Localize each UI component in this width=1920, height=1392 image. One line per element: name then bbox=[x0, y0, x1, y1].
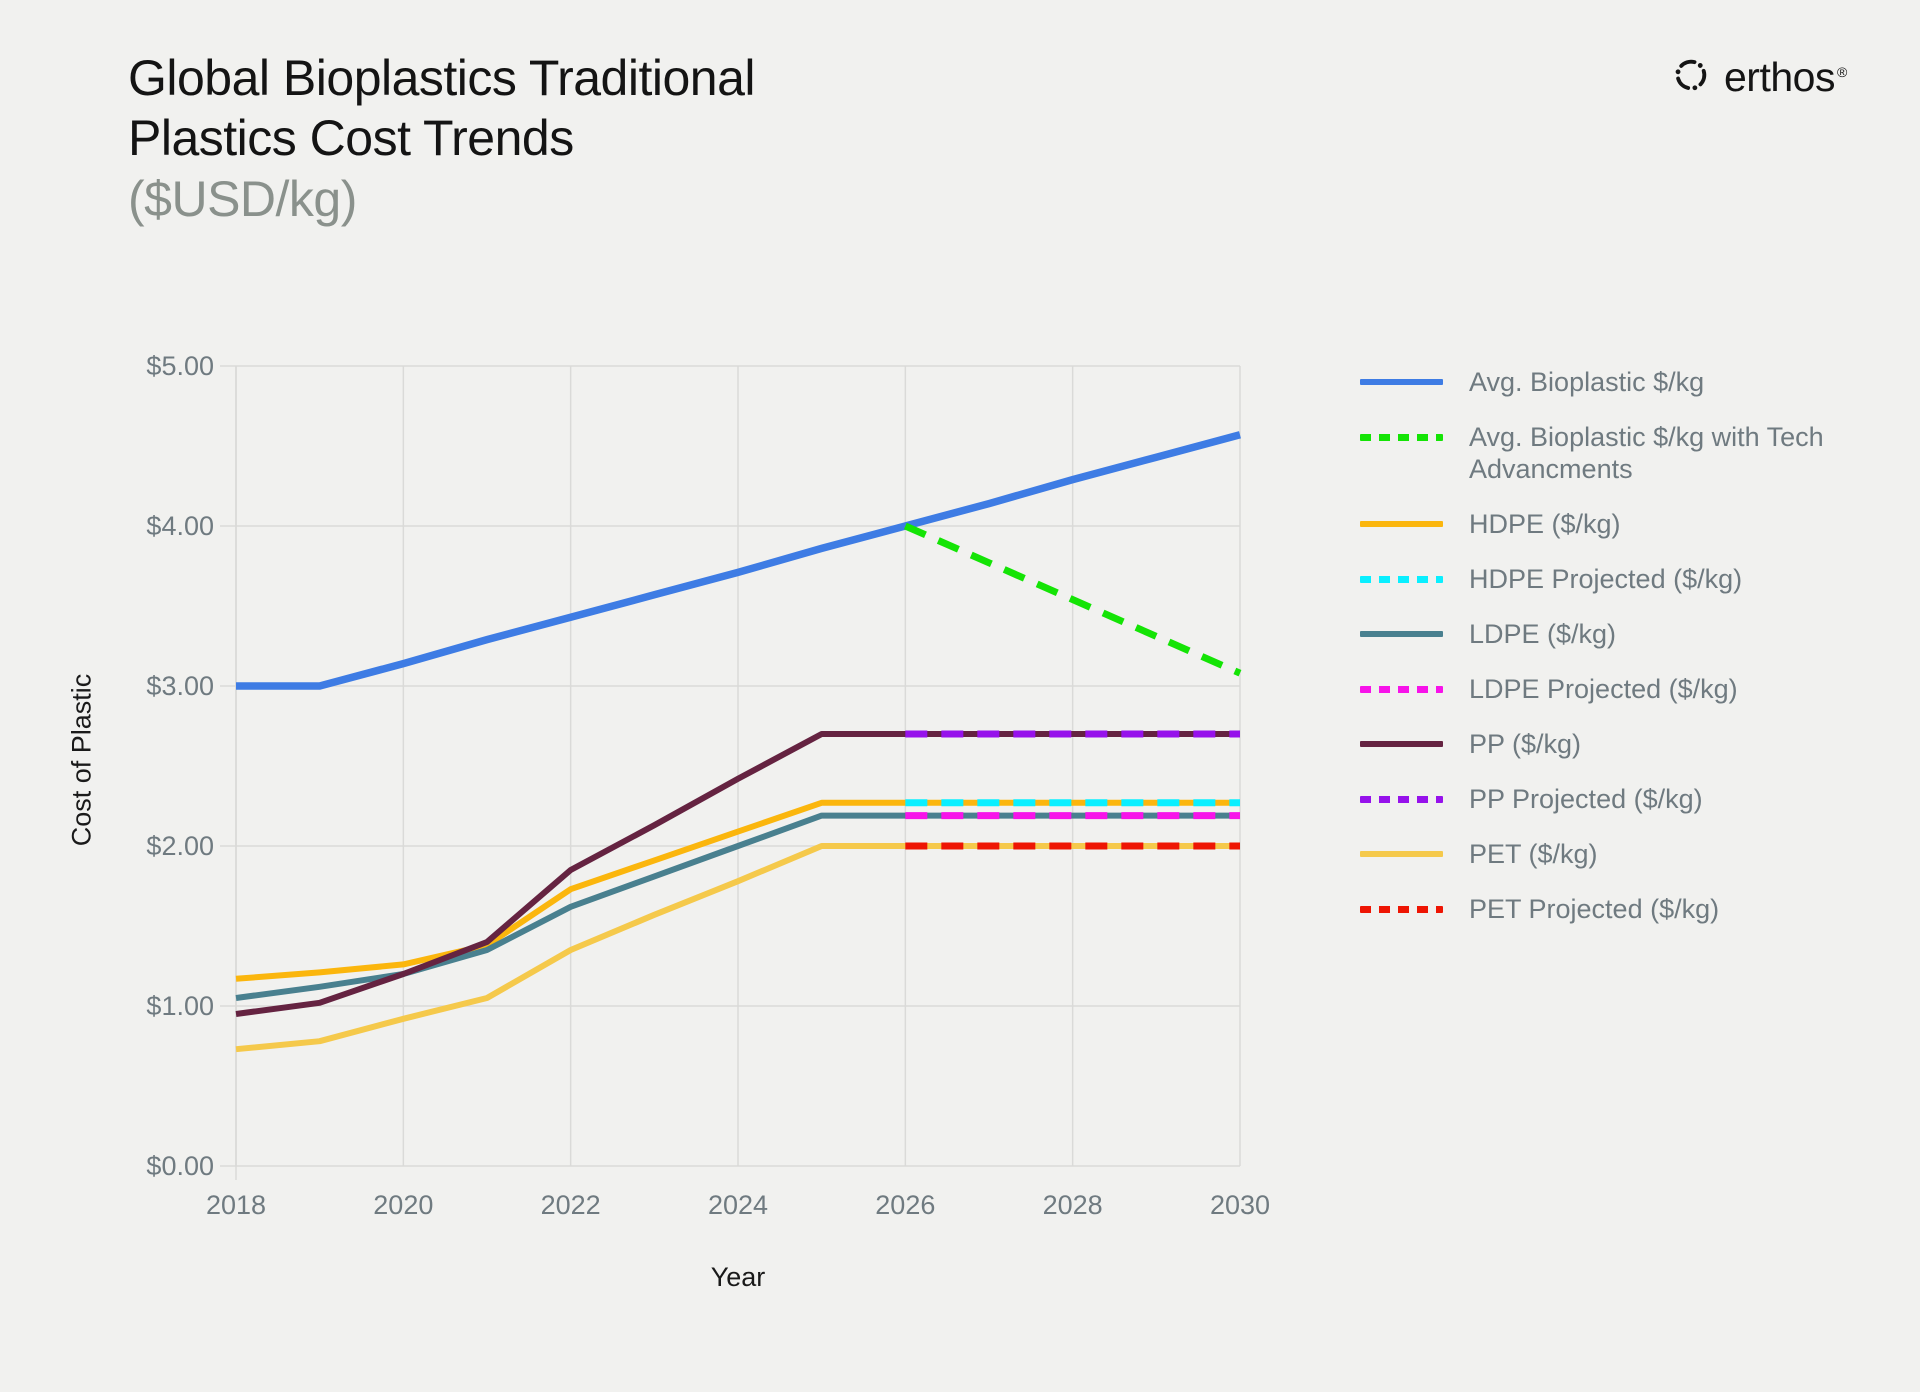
legend-item-pp: PP ($/kg) bbox=[1360, 728, 1879, 760]
brand-name: erthos ® bbox=[1724, 54, 1847, 100]
legend-item-hdpe-projected: HDPE Projected ($/kg) bbox=[1360, 563, 1879, 595]
legend-label: HDPE Projected ($/kg) bbox=[1469, 564, 1743, 594]
legend-label: PET Projected ($/kg) bbox=[1469, 894, 1720, 924]
registered-trademark-symbol: ® bbox=[1836, 64, 1847, 80]
legend-swatch-pp-projected bbox=[1360, 795, 1443, 803]
legend-item-hdpe: HDPE ($/kg) bbox=[1360, 508, 1879, 540]
svg-text:2020: 2020 bbox=[373, 1190, 433, 1220]
legend-swatch-ldpe bbox=[1360, 631, 1443, 637]
legend-label: Avg. Bioplastic $/kg with Tech Advancmen… bbox=[1469, 422, 1824, 484]
svg-text:$1.00: $1.00 bbox=[146, 991, 214, 1021]
legend-item-ldpe-projected: LDPE Projected ($/kg) bbox=[1360, 673, 1879, 705]
svg-text:2026: 2026 bbox=[875, 1190, 935, 1220]
legend-swatch-pet bbox=[1360, 851, 1443, 857]
erthos-logo-icon bbox=[1675, 59, 1707, 90]
svg-text:2018: 2018 bbox=[206, 1190, 266, 1220]
legend-label: LDPE ($/kg) bbox=[1469, 619, 1617, 649]
page-title: Global Bioplastics Traditional Plastics … bbox=[128, 48, 756, 230]
legend-swatch-ldpe-projected bbox=[1360, 685, 1443, 693]
legend-item-pet-projected: PET Projected ($/kg) bbox=[1360, 893, 1879, 925]
legend-item-ldpe: LDPE ($/kg) bbox=[1360, 618, 1879, 650]
legend-item-avg-bioplastic-tech: Avg. Bioplastic $/kg with Tech Advancmen… bbox=[1360, 421, 1879, 485]
title-subtitle: ($USD/kg) bbox=[128, 171, 357, 227]
legend-label: Avg. Bioplastic $/kg bbox=[1469, 367, 1705, 397]
x-axis-title: Year bbox=[710, 1262, 766, 1292]
legend-item-pp-projected: PP Projected ($/kg) bbox=[1360, 783, 1879, 815]
legend-swatch-avg-bioplastic-tech bbox=[1360, 433, 1443, 441]
legend-item-avg-bioplastic: Avg. Bioplastic $/kg bbox=[1360, 366, 1879, 398]
legend-label: PP Projected ($/kg) bbox=[1469, 784, 1703, 814]
y-axis-title: Cost of Plastic bbox=[66, 673, 97, 847]
svg-text:2030: 2030 bbox=[1210, 1190, 1270, 1220]
svg-text:$5.00: $5.00 bbox=[146, 351, 214, 381]
svg-text:2022: 2022 bbox=[541, 1190, 601, 1220]
title-line-1: Global Bioplastics Traditional bbox=[128, 50, 756, 106]
svg-text:$0.00: $0.00 bbox=[146, 1151, 214, 1181]
legend-label: HDPE ($/kg) bbox=[1469, 509, 1621, 539]
legend-label: PET ($/kg) bbox=[1469, 839, 1598, 869]
svg-text:2024: 2024 bbox=[708, 1190, 768, 1220]
legend-swatch-pet-projected bbox=[1360, 905, 1443, 913]
legend-swatch-hdpe bbox=[1360, 521, 1443, 527]
legend-swatch-hdpe-projected bbox=[1360, 575, 1443, 583]
legend-swatch-avg-bioplastic bbox=[1360, 379, 1443, 385]
title-line-2: Plastics Cost Trends bbox=[128, 110, 574, 166]
svg-text:$4.00: $4.00 bbox=[146, 511, 214, 541]
svg-text:2028: 2028 bbox=[1043, 1190, 1103, 1220]
legend-swatch-pp bbox=[1360, 741, 1443, 747]
chart-legend: Avg. Bioplastic $/kg Avg. Bioplastic $/k… bbox=[1360, 366, 1879, 925]
svg-text:$3.00: $3.00 bbox=[146, 671, 214, 701]
legend-item-pet: PET ($/kg) bbox=[1360, 838, 1879, 870]
legend-label: LDPE Projected ($/kg) bbox=[1469, 674, 1738, 704]
svg-text:$2.00: $2.00 bbox=[146, 831, 214, 861]
legend-label: PP ($/kg) bbox=[1469, 729, 1582, 759]
brand-logo: erthos ® bbox=[1671, 52, 1847, 100]
